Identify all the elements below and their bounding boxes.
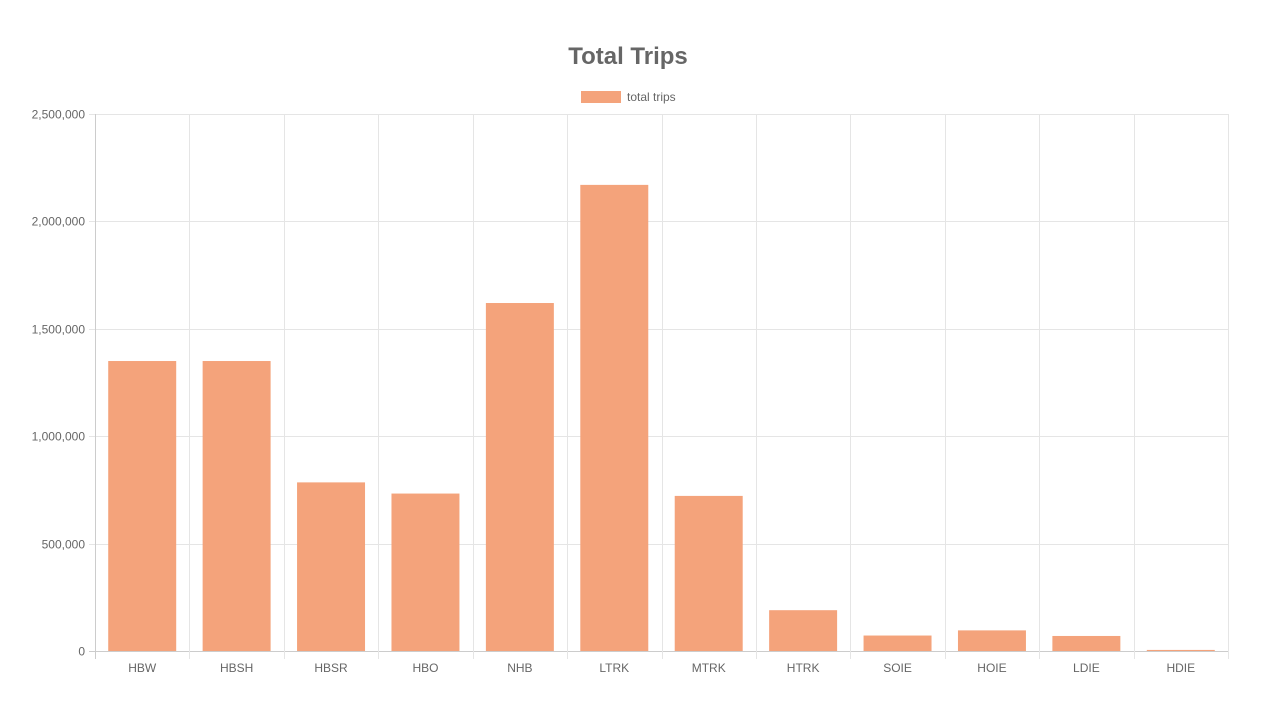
bar-ldie[interactable] xyxy=(1052,635,1121,651)
bar-ltrk[interactable] xyxy=(580,184,649,651)
y-tick-label: 2,000,000 xyxy=(32,215,86,229)
grid xyxy=(89,114,1229,659)
bars xyxy=(108,184,1215,651)
x-tick-label: HOIE xyxy=(977,661,1006,675)
x-tick-label: HDIE xyxy=(1166,661,1195,675)
y-axis-tick-labels: 0 500,000 1,000,000 1,500,000 2,000,000 2,500… xyxy=(32,108,86,659)
bar-nhb[interactable] xyxy=(485,303,554,651)
bar-hbsh[interactable] xyxy=(202,361,271,651)
bar-mtrk[interactable] xyxy=(674,495,743,651)
x-tick-label: HBW xyxy=(128,661,157,675)
x-tick-label: NHB xyxy=(507,661,532,675)
legend-label: total trips xyxy=(627,90,676,104)
bar-soie[interactable] xyxy=(863,635,932,651)
x-tick-label: LDIE xyxy=(1073,661,1100,675)
x-tick-label: HBO xyxy=(412,661,438,675)
x-tick-label: HTRK xyxy=(787,661,820,675)
x-tick-label: HBSR xyxy=(314,661,348,675)
x-tick-label: SOIE xyxy=(883,661,912,675)
x-tick-label: MTRK xyxy=(692,661,726,675)
x-tick-label: LTRK xyxy=(599,661,629,675)
bar-htrk[interactable] xyxy=(769,610,838,651)
bar-hoie[interactable] xyxy=(957,630,1026,651)
x-axis-tick-labels: HBW HBSH HBSR HBO NHB LTRK MTRK HTRK SOIE HOIE LDI… xyxy=(128,661,1195,675)
legend[interactable]: total trips xyxy=(581,90,676,104)
legend-swatch xyxy=(581,91,621,103)
bar-hbsr[interactable] xyxy=(297,482,366,651)
y-tick-label: 500,000 xyxy=(42,538,86,552)
x-tick-label: HBSH xyxy=(220,661,253,675)
bar-hbo[interactable] xyxy=(391,493,460,651)
y-tick-label: 1,500,000 xyxy=(32,323,86,337)
bar-hbw[interactable] xyxy=(108,361,177,651)
chart-title: Total Trips xyxy=(568,43,688,70)
y-tick-label: 0 xyxy=(78,645,85,659)
y-tick-label: 2,500,000 xyxy=(32,108,86,122)
bar-hdie[interactable] xyxy=(1146,649,1215,651)
y-tick-label: 1,000,000 xyxy=(32,430,86,444)
